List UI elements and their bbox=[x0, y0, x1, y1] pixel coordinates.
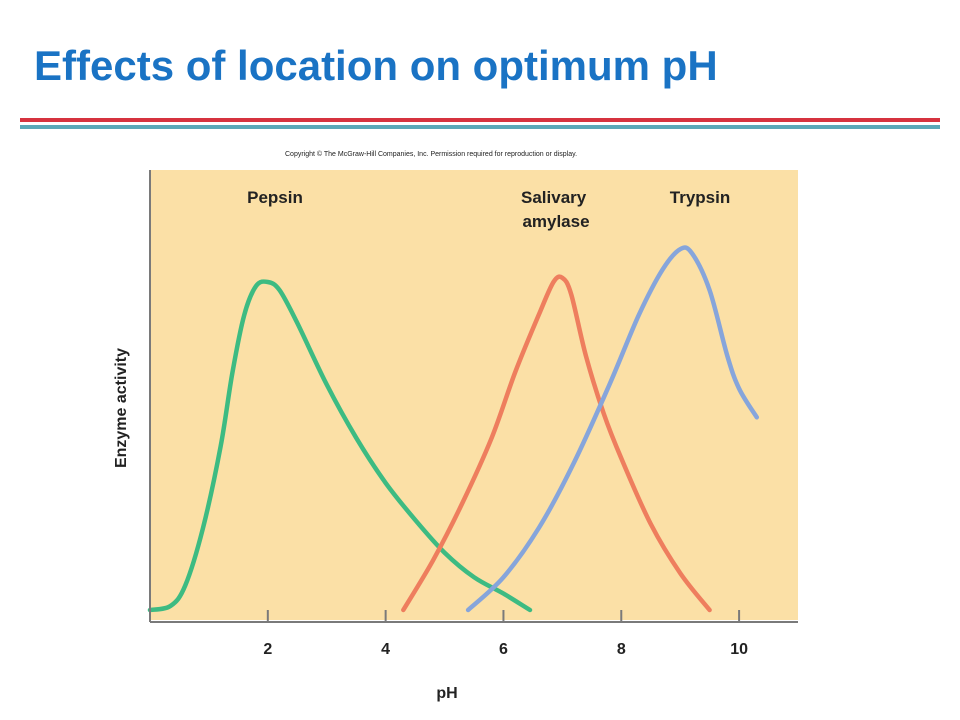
label-salivary-amylase: Salivary amylase bbox=[521, 188, 591, 231]
label-trypsin: Trypsin bbox=[670, 188, 730, 207]
x-tick-label: 8 bbox=[617, 641, 626, 658]
series-line-trypsin bbox=[465, 245, 760, 613]
x-axis-label: pH bbox=[436, 685, 457, 702]
x-tick-label: 2 bbox=[263, 641, 272, 658]
series-line-salivary-amylase bbox=[401, 274, 712, 613]
series-layer bbox=[147, 245, 760, 613]
copyright-notice: Copyright © The McGraw-Hill Companies, I… bbox=[285, 151, 578, 158]
slide-title: Effects of location on optimum pH bbox=[34, 42, 718, 89]
x-tick-label: 10 bbox=[730, 641, 748, 658]
title-divider-teal bbox=[20, 125, 940, 129]
x-ticks: 2 4 6 8 10 bbox=[263, 610, 748, 658]
y-axis-label: Enzyme activity bbox=[113, 348, 130, 468]
x-tick-label: 4 bbox=[381, 641, 390, 658]
label-pepsin: Pepsin bbox=[247, 188, 303, 207]
title-divider-red bbox=[20, 118, 940, 122]
plot-area bbox=[150, 170, 798, 620]
x-tick-label: 6 bbox=[499, 641, 508, 658]
series-line-pepsin bbox=[147, 279, 533, 613]
